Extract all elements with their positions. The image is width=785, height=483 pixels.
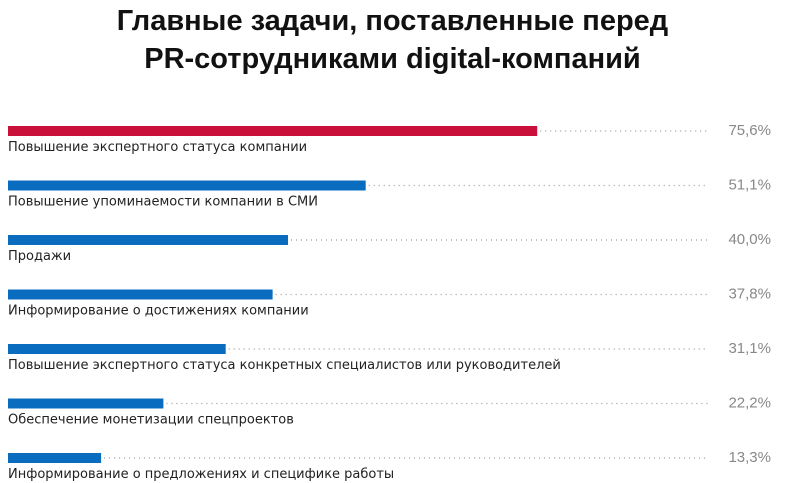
title-line-2: PR-сотрудниками digital-компаний — [144, 43, 641, 75]
value-label: 31,1% — [728, 340, 771, 357]
category-label: Повышение упоминаемости компании в СМИ — [8, 195, 318, 210]
value-label: 13,3% — [728, 449, 771, 466]
title-line-1: Главные задачи, поставленные перед — [116, 5, 669, 37]
value-label: 37,8% — [728, 286, 771, 303]
category-label: Информирование о предложениях и специфик… — [8, 467, 394, 482]
bar — [8, 235, 288, 245]
value-label: 75,6% — [728, 122, 771, 139]
bar — [8, 344, 226, 354]
bar — [8, 289, 273, 300]
bar — [8, 453, 102, 463]
category-label: Обеспечение монетизации спецпроектов — [8, 413, 294, 428]
value-label: 51,1% — [728, 177, 771, 194]
chart-title: Главные задачи, поставленные перед PR-со… — [0, 2, 785, 78]
bar — [8, 126, 538, 136]
category-label: Продажи — [8, 249, 71, 264]
bar — [8, 180, 366, 191]
bar — [8, 398, 164, 409]
category-label: Повышение экспертного статуса конкретных… — [8, 358, 561, 373]
category-label: Информирование о достижениях компании — [8, 304, 309, 319]
category-label: Повышение экспертного статуса компании — [8, 140, 307, 155]
value-label: 40,0% — [728, 231, 771, 248]
value-label: 22,2% — [728, 395, 771, 412]
